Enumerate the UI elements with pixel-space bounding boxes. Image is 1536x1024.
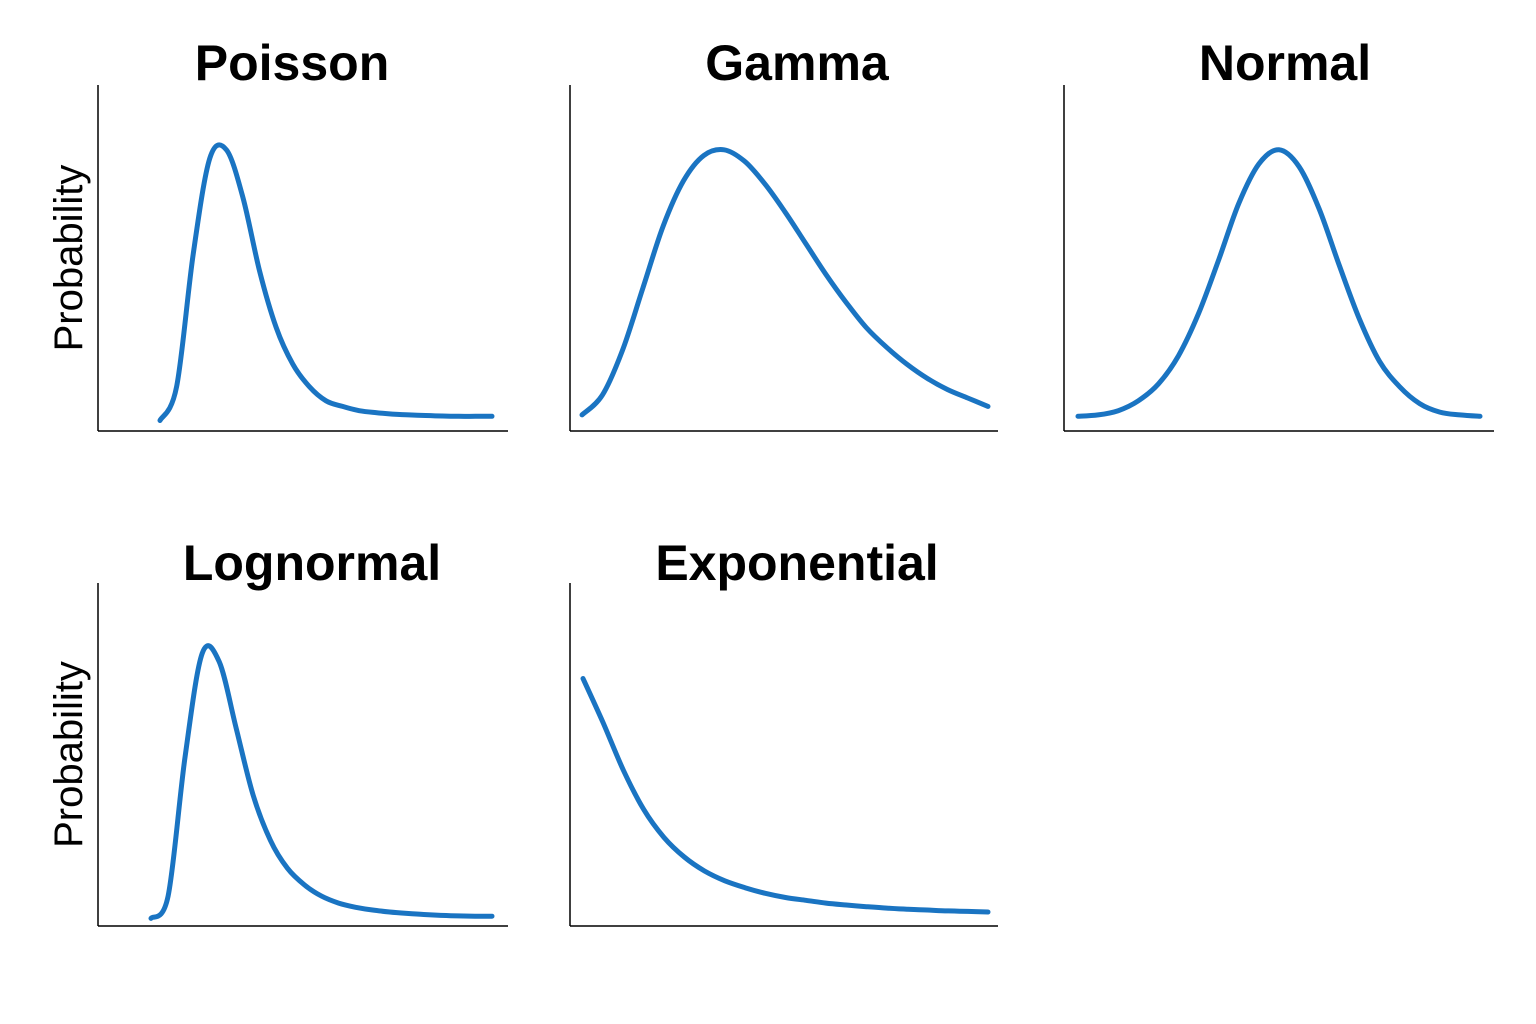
lognormal-title: Lognormal: [183, 535, 441, 591]
lognormal-panel: Lognormal Probability: [47, 535, 508, 927]
normal-curve: [1075, 147, 1483, 419]
normal-panel: Normal: [1063, 35, 1494, 432]
poisson-panel: Poisson Probability: [47, 35, 508, 432]
normal-title: Normal: [1199, 35, 1371, 91]
lognormal-curve: [148, 643, 495, 921]
gamma-title: Gamma: [705, 35, 890, 91]
lognormal-ylabel: Probability: [47, 661, 91, 848]
poisson-curve: [157, 142, 495, 423]
gamma-panel: Gamma: [569, 35, 998, 432]
exponential-title: Exponential: [655, 535, 938, 591]
exponential-curve: [580, 676, 991, 915]
poisson-title: Poisson: [195, 35, 389, 91]
poisson-ylabel: Probability: [47, 165, 91, 352]
exponential-panel: Exponential: [569, 535, 998, 927]
gamma-curve: [579, 147, 991, 418]
